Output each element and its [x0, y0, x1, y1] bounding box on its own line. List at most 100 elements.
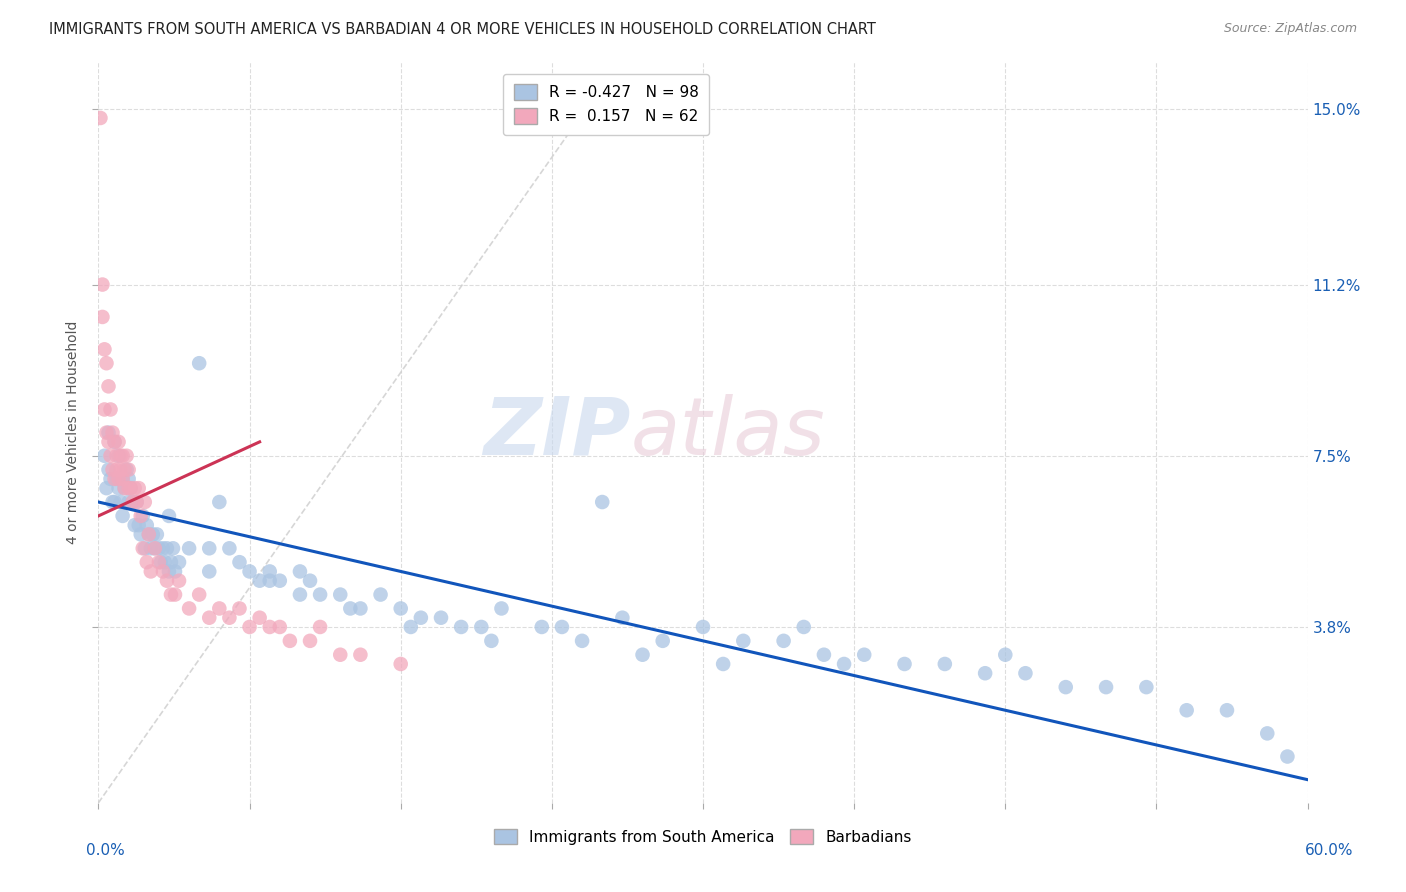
Point [692, 620, 714, 634]
Point [110, 462, 132, 476]
Point [218, 610, 240, 624]
Point [111, 449, 134, 463]
Point [149, 555, 172, 569]
Point [139, 565, 162, 579]
Point [91, 277, 114, 292]
Point [134, 541, 156, 556]
Point [107, 481, 129, 495]
Point [198, 541, 221, 556]
Point [121, 495, 143, 509]
Point [259, 565, 281, 579]
Point [1277, 749, 1299, 764]
Point [631, 648, 654, 662]
Point [249, 610, 271, 624]
Point [111, 508, 134, 523]
Point [157, 565, 180, 579]
Point [309, 620, 332, 634]
Point [309, 588, 332, 602]
Point [103, 434, 125, 449]
Point [118, 495, 141, 509]
Point [110, 449, 132, 463]
Point [198, 610, 221, 624]
Point [111, 472, 134, 486]
Point [288, 565, 311, 579]
Point [551, 620, 574, 634]
Point [128, 518, 150, 533]
Point [188, 356, 211, 370]
Point [93, 343, 115, 357]
Point [138, 527, 160, 541]
Point [329, 588, 352, 602]
Point [228, 601, 250, 615]
Point [132, 508, 155, 523]
Point [93, 449, 115, 463]
Point [105, 462, 128, 476]
Point [114, 462, 136, 476]
Point [349, 601, 371, 615]
Point [103, 495, 125, 509]
Point [120, 481, 142, 495]
Point [152, 541, 174, 556]
Point [853, 648, 876, 662]
Point [239, 620, 262, 634]
Point [148, 555, 170, 569]
Point [97, 425, 120, 440]
Point [124, 481, 146, 495]
Point [249, 574, 271, 588]
Point [96, 425, 118, 440]
Point [772, 633, 794, 648]
Point [733, 633, 755, 648]
Point [101, 425, 124, 440]
Point [1216, 703, 1239, 717]
Point [107, 449, 129, 463]
Point [143, 541, 166, 556]
Point [97, 462, 120, 476]
Point [188, 588, 211, 602]
Point [125, 495, 148, 509]
Point [711, 657, 734, 671]
Point [994, 648, 1017, 662]
Point [129, 508, 152, 523]
Point [470, 620, 492, 634]
Point [179, 541, 201, 556]
Point [218, 541, 240, 556]
Point [120, 481, 142, 495]
Point [399, 620, 422, 634]
Point [163, 588, 186, 602]
Point [389, 601, 412, 615]
Point [370, 588, 392, 602]
Point [612, 610, 634, 624]
Legend: Immigrants from South America, Barbadians: Immigrants from South America, Barbadian… [488, 822, 918, 851]
Point [163, 565, 186, 579]
Point [132, 541, 155, 556]
Point [114, 481, 136, 495]
Point [135, 555, 157, 569]
Point [167, 555, 190, 569]
Point [793, 620, 815, 634]
Point [128, 481, 150, 495]
Point [138, 527, 160, 541]
Point [832, 657, 855, 671]
Point [101, 495, 124, 509]
Point [93, 402, 115, 417]
Point [135, 518, 157, 533]
Point [115, 449, 138, 463]
Point [97, 379, 120, 393]
Point [143, 541, 166, 556]
Point [148, 541, 170, 556]
Point [651, 633, 673, 648]
Point [111, 472, 134, 486]
Point [893, 657, 915, 671]
Point [97, 434, 120, 449]
Point [100, 449, 122, 463]
Point [103, 472, 125, 486]
Point [430, 610, 453, 624]
Point [269, 620, 291, 634]
Point [152, 565, 174, 579]
Point [259, 574, 281, 588]
Text: Source: ZipAtlas.com: Source: ZipAtlas.com [1223, 22, 1357, 36]
Point [96, 481, 118, 495]
Point [156, 541, 179, 556]
Point [118, 481, 141, 495]
Point [157, 508, 180, 523]
